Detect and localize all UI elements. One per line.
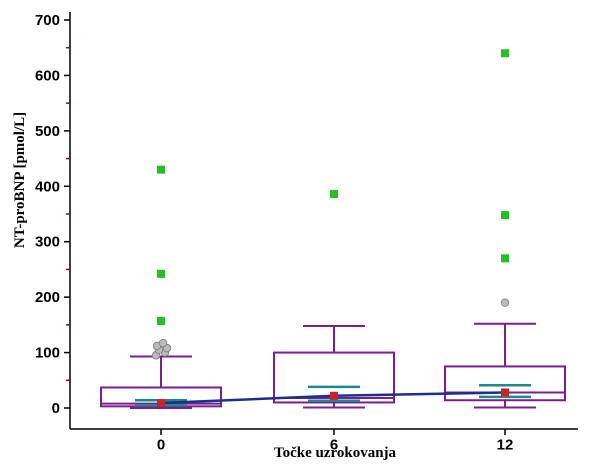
mean-marker (501, 388, 509, 397)
far-outlier-marker (501, 211, 509, 220)
far-outlier-marker (501, 49, 509, 58)
mean-marker (330, 391, 338, 400)
y-tick-label: 700 (35, 12, 60, 29)
y-tick-label: 100 (35, 345, 60, 362)
x-tick-label: 12 (497, 436, 514, 453)
y-tick-label: 600 (35, 67, 60, 84)
y-axis-title: NT-proBNP [pmol/L] (12, 112, 28, 248)
y-tick-label: 500 (35, 123, 60, 140)
y-axis: 0 100 200 300 400 500 600 700 (35, 12, 71, 429)
outlier-marker (158, 338, 168, 348)
x-tick-label: 6 (330, 436, 338, 453)
x-axis-title: Točke uzrokovanja (274, 445, 397, 461)
outlier-marker (500, 298, 510, 307)
mean-marker (157, 399, 165, 408)
x-axis: 0 6 12 (70, 428, 578, 453)
far-outlier-marker (501, 254, 509, 263)
far-outlier-marker (157, 165, 165, 174)
far-outlier-marker (157, 316, 165, 325)
y-tick-label: 300 (35, 234, 60, 251)
y-tick-label: 0 (52, 400, 60, 417)
box-iqr (273, 351, 395, 404)
far-outlier-marker (330, 190, 338, 199)
outlier-points (151, 49, 510, 408)
y-tick-label: 200 (35, 289, 60, 306)
far-outlier-marker (157, 269, 165, 278)
x-tick-label: 0 (157, 436, 165, 453)
box-iqr (444, 365, 566, 402)
y-tick-label: 400 (35, 178, 60, 195)
